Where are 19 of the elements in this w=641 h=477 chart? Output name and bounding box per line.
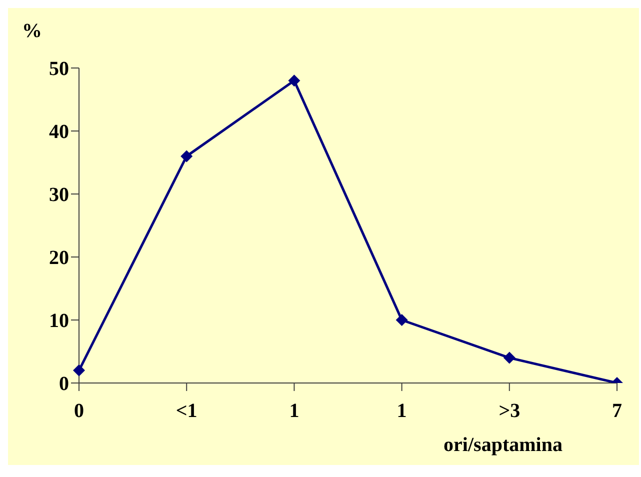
x-axis-title: ori/saptamina [444,434,562,456]
y-tick-label: 40 [49,121,69,144]
point [180,150,193,162]
point [73,364,85,376]
point [396,314,408,326]
x-tick-label: 1 [289,400,300,422]
y-tick-label: 30 [49,184,69,206]
x-tick-label: <1 [176,400,198,422]
x-tick-label: >3 [498,400,520,422]
y-tick-label: 50 [49,58,69,80]
x-tick-label: 7 [612,400,622,422]
x-tick-label: 0 [74,400,84,422]
point [288,74,300,87]
x-tick-label: 1 [396,400,407,422]
y-tick-label: 0 [59,373,69,396]
y-axis-title: % [22,20,42,43]
y-tick-label: 10 [49,310,69,332]
y-tick-label: 20 [49,247,69,270]
point [503,352,516,364]
